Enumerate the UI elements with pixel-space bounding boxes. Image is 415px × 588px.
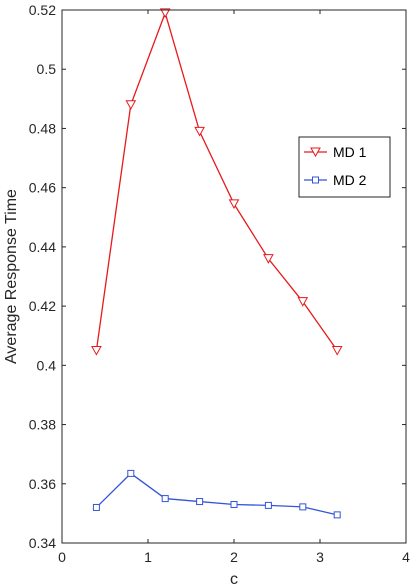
- y-tick-label: 0.48: [29, 120, 56, 136]
- data-point-marker: [194, 126, 205, 137]
- legend-label: MD 1: [333, 144, 367, 160]
- data-point-marker: [310, 147, 321, 158]
- series-md-2: [92, 469, 341, 519]
- data-point-marker: [228, 199, 240, 210]
- x-tick-label: 4: [402, 549, 410, 565]
- legend: MD 1 MD 2: [298, 136, 391, 198]
- data-point-marker: [297, 297, 309, 307]
- y-tick-label: 0.46: [29, 180, 56, 196]
- y-axis-label: Average Response Time: [3, 189, 20, 364]
- legend-label: MD 2: [333, 172, 367, 188]
- legend-item: MD 1: [304, 144, 367, 160]
- data-point-marker: [299, 503, 307, 511]
- data-point-marker: [161, 495, 169, 503]
- data-point-marker: [263, 254, 274, 264]
- y-tick-label: 0.36: [29, 476, 56, 492]
- series-line: [95, 10, 338, 351]
- data-point-marker: [127, 469, 135, 477]
- y-axis-ticks: 0.34 0.36 0.38 0.4 0.42 0.44 0.46 0.48 0.5 0.52: [29, 2, 406, 551]
- plot-area: [62, 10, 406, 543]
- y-tick-label: 0.4: [37, 357, 57, 373]
- data-point-marker: [125, 100, 137, 110]
- plot-frame: [61, 9, 407, 544]
- x-tick-label: 2: [230, 549, 238, 565]
- data-point-marker: [196, 498, 204, 506]
- data-point-marker: [264, 501, 272, 509]
- x-tick-label: 3: [316, 549, 324, 565]
- y-tick-label: 0.44: [29, 239, 56, 255]
- data-point-marker: [331, 345, 343, 356]
- series-line: [95, 472, 338, 516]
- data-point-marker: [333, 511, 341, 519]
- data-point-marker: [159, 8, 171, 19]
- x-tick-label: 1: [144, 549, 152, 565]
- y-tick-label: 0.42: [29, 298, 56, 314]
- data-point-marker: [312, 176, 319, 184]
- y-tick-label: 0.38: [29, 417, 56, 433]
- y-tick-label: 0.52: [29, 2, 56, 18]
- y-tick-label: 0.34: [29, 535, 56, 551]
- y-tick-label: 0.5: [37, 61, 57, 77]
- x-axis-label: c: [230, 571, 238, 588]
- series-group: [91, 8, 343, 519]
- legend-item: MD 2: [304, 172, 367, 188]
- x-tick-label: 0: [58, 549, 66, 565]
- data-point-marker: [230, 501, 238, 509]
- series-md-1: [91, 8, 343, 356]
- data-point-marker: [91, 345, 102, 356]
- legend-box: [298, 136, 391, 198]
- data-point-marker: [92, 503, 100, 511]
